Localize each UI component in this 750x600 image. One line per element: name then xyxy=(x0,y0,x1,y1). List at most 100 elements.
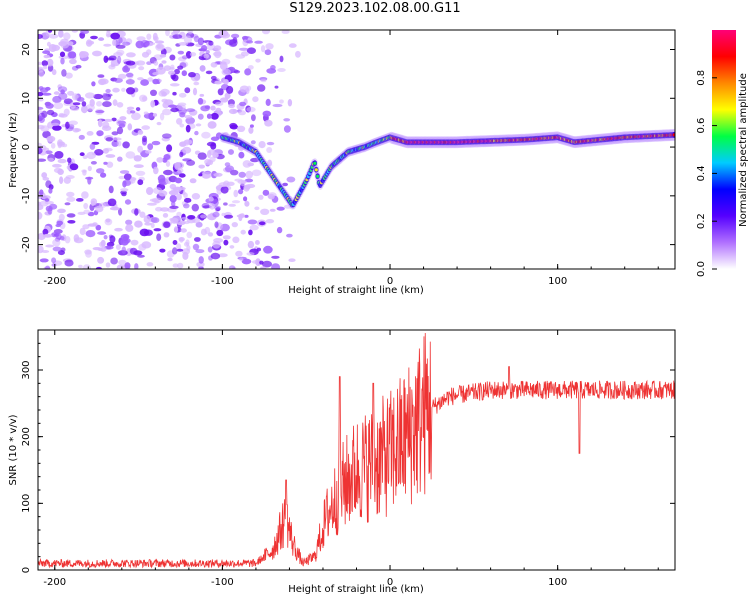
noise-blob xyxy=(51,69,57,76)
noise-blob xyxy=(229,39,238,47)
noise-blob xyxy=(96,101,103,107)
noise-blob xyxy=(186,159,196,166)
noise-blob xyxy=(47,157,54,162)
noise-blob xyxy=(187,30,193,35)
noise-blob xyxy=(231,222,238,228)
noise-blob xyxy=(105,88,111,94)
noise-blob xyxy=(179,151,184,158)
noise-blob xyxy=(159,248,166,253)
noise-blob xyxy=(51,257,57,264)
noise-blob xyxy=(125,79,135,85)
noise-blob xyxy=(200,45,208,52)
noise-blob xyxy=(103,118,113,122)
noise-blob xyxy=(274,85,279,89)
noise-blob xyxy=(267,195,273,199)
noise-blob xyxy=(61,69,67,77)
noise-blob xyxy=(174,177,182,184)
noise-blob xyxy=(143,215,151,224)
noise-blob xyxy=(198,256,204,264)
noise-blob xyxy=(120,190,127,195)
noise-blob xyxy=(137,145,144,153)
noise-blob xyxy=(152,78,160,85)
noise-blob xyxy=(45,265,51,269)
noise-blob xyxy=(39,258,49,263)
noise-blob xyxy=(134,220,143,228)
noise-blob xyxy=(195,123,202,127)
noise-blob xyxy=(212,51,222,57)
noise-blob xyxy=(111,140,119,147)
noise-blob xyxy=(231,33,240,39)
noise-blob xyxy=(208,196,214,202)
noise-blob xyxy=(229,245,235,249)
noise-blob xyxy=(101,125,112,131)
noise-blob xyxy=(116,126,124,135)
noise-blob xyxy=(191,203,199,212)
noise-blob xyxy=(39,189,44,196)
noise-blob xyxy=(207,150,212,159)
noise-blob xyxy=(43,65,48,70)
noise-blob xyxy=(82,155,88,160)
noise-blob xyxy=(118,37,123,44)
noise-blob xyxy=(279,99,284,104)
noise-blob xyxy=(42,228,49,236)
noise-blob xyxy=(46,109,55,116)
noise-blob xyxy=(46,58,54,67)
noise-blob xyxy=(224,165,235,173)
noise-blob xyxy=(172,91,177,96)
noise-blob xyxy=(146,262,154,267)
noise-blob xyxy=(172,240,178,245)
noise-blob xyxy=(64,236,71,244)
noise-blob xyxy=(281,30,290,34)
noise-blob xyxy=(182,146,192,154)
noise-blob xyxy=(236,125,246,132)
noise-blob xyxy=(243,196,248,202)
colorbar-gradient xyxy=(712,30,736,269)
noise-blob xyxy=(247,85,252,91)
noise-blob xyxy=(235,250,243,257)
noise-blob xyxy=(244,200,250,207)
noise-blob xyxy=(221,68,231,76)
noise-blob xyxy=(125,60,136,66)
noise-blob xyxy=(167,257,173,262)
noise-blob xyxy=(210,112,219,120)
noise-blob xyxy=(250,157,260,163)
noise-blob xyxy=(81,101,87,107)
noise-blob xyxy=(195,221,203,228)
spectrogram-xlabel: Height of straight line (km) xyxy=(288,285,424,296)
noise-blob xyxy=(246,252,255,256)
noise-blob xyxy=(283,118,291,122)
noise-blob xyxy=(118,207,123,216)
noise-blob xyxy=(98,37,105,41)
noise-blob xyxy=(58,30,64,38)
y-tick-label: 10 xyxy=(21,92,32,105)
y-tick-label: 200 xyxy=(21,427,32,446)
noise-blob xyxy=(214,205,221,210)
noise-blob xyxy=(267,159,273,167)
noise-blob xyxy=(147,202,157,206)
noise-blob xyxy=(90,161,97,165)
noise-blob xyxy=(260,208,270,215)
noise-blob xyxy=(58,112,65,118)
noise-blob xyxy=(83,209,91,215)
noise-blob xyxy=(113,77,123,83)
noise-blob xyxy=(120,238,129,246)
noise-blob xyxy=(181,70,187,77)
noise-blob xyxy=(161,60,167,64)
noise-blob xyxy=(194,237,201,242)
noise-blob xyxy=(38,147,43,155)
noise-blob xyxy=(237,179,247,184)
noise-blob xyxy=(97,256,105,264)
noise-blob xyxy=(265,43,274,50)
noise-blob xyxy=(96,130,104,137)
noise-blob xyxy=(69,163,79,171)
noise-blob xyxy=(137,130,144,135)
colorbar-tick-label: 0.0 xyxy=(696,261,707,277)
noise-blob xyxy=(53,167,63,173)
noise-blob xyxy=(87,223,97,227)
noise-blob xyxy=(143,113,154,119)
noise-blob xyxy=(38,110,44,114)
noise-blob xyxy=(231,200,241,204)
noise-blob xyxy=(133,155,142,162)
noise-blob xyxy=(172,263,179,268)
